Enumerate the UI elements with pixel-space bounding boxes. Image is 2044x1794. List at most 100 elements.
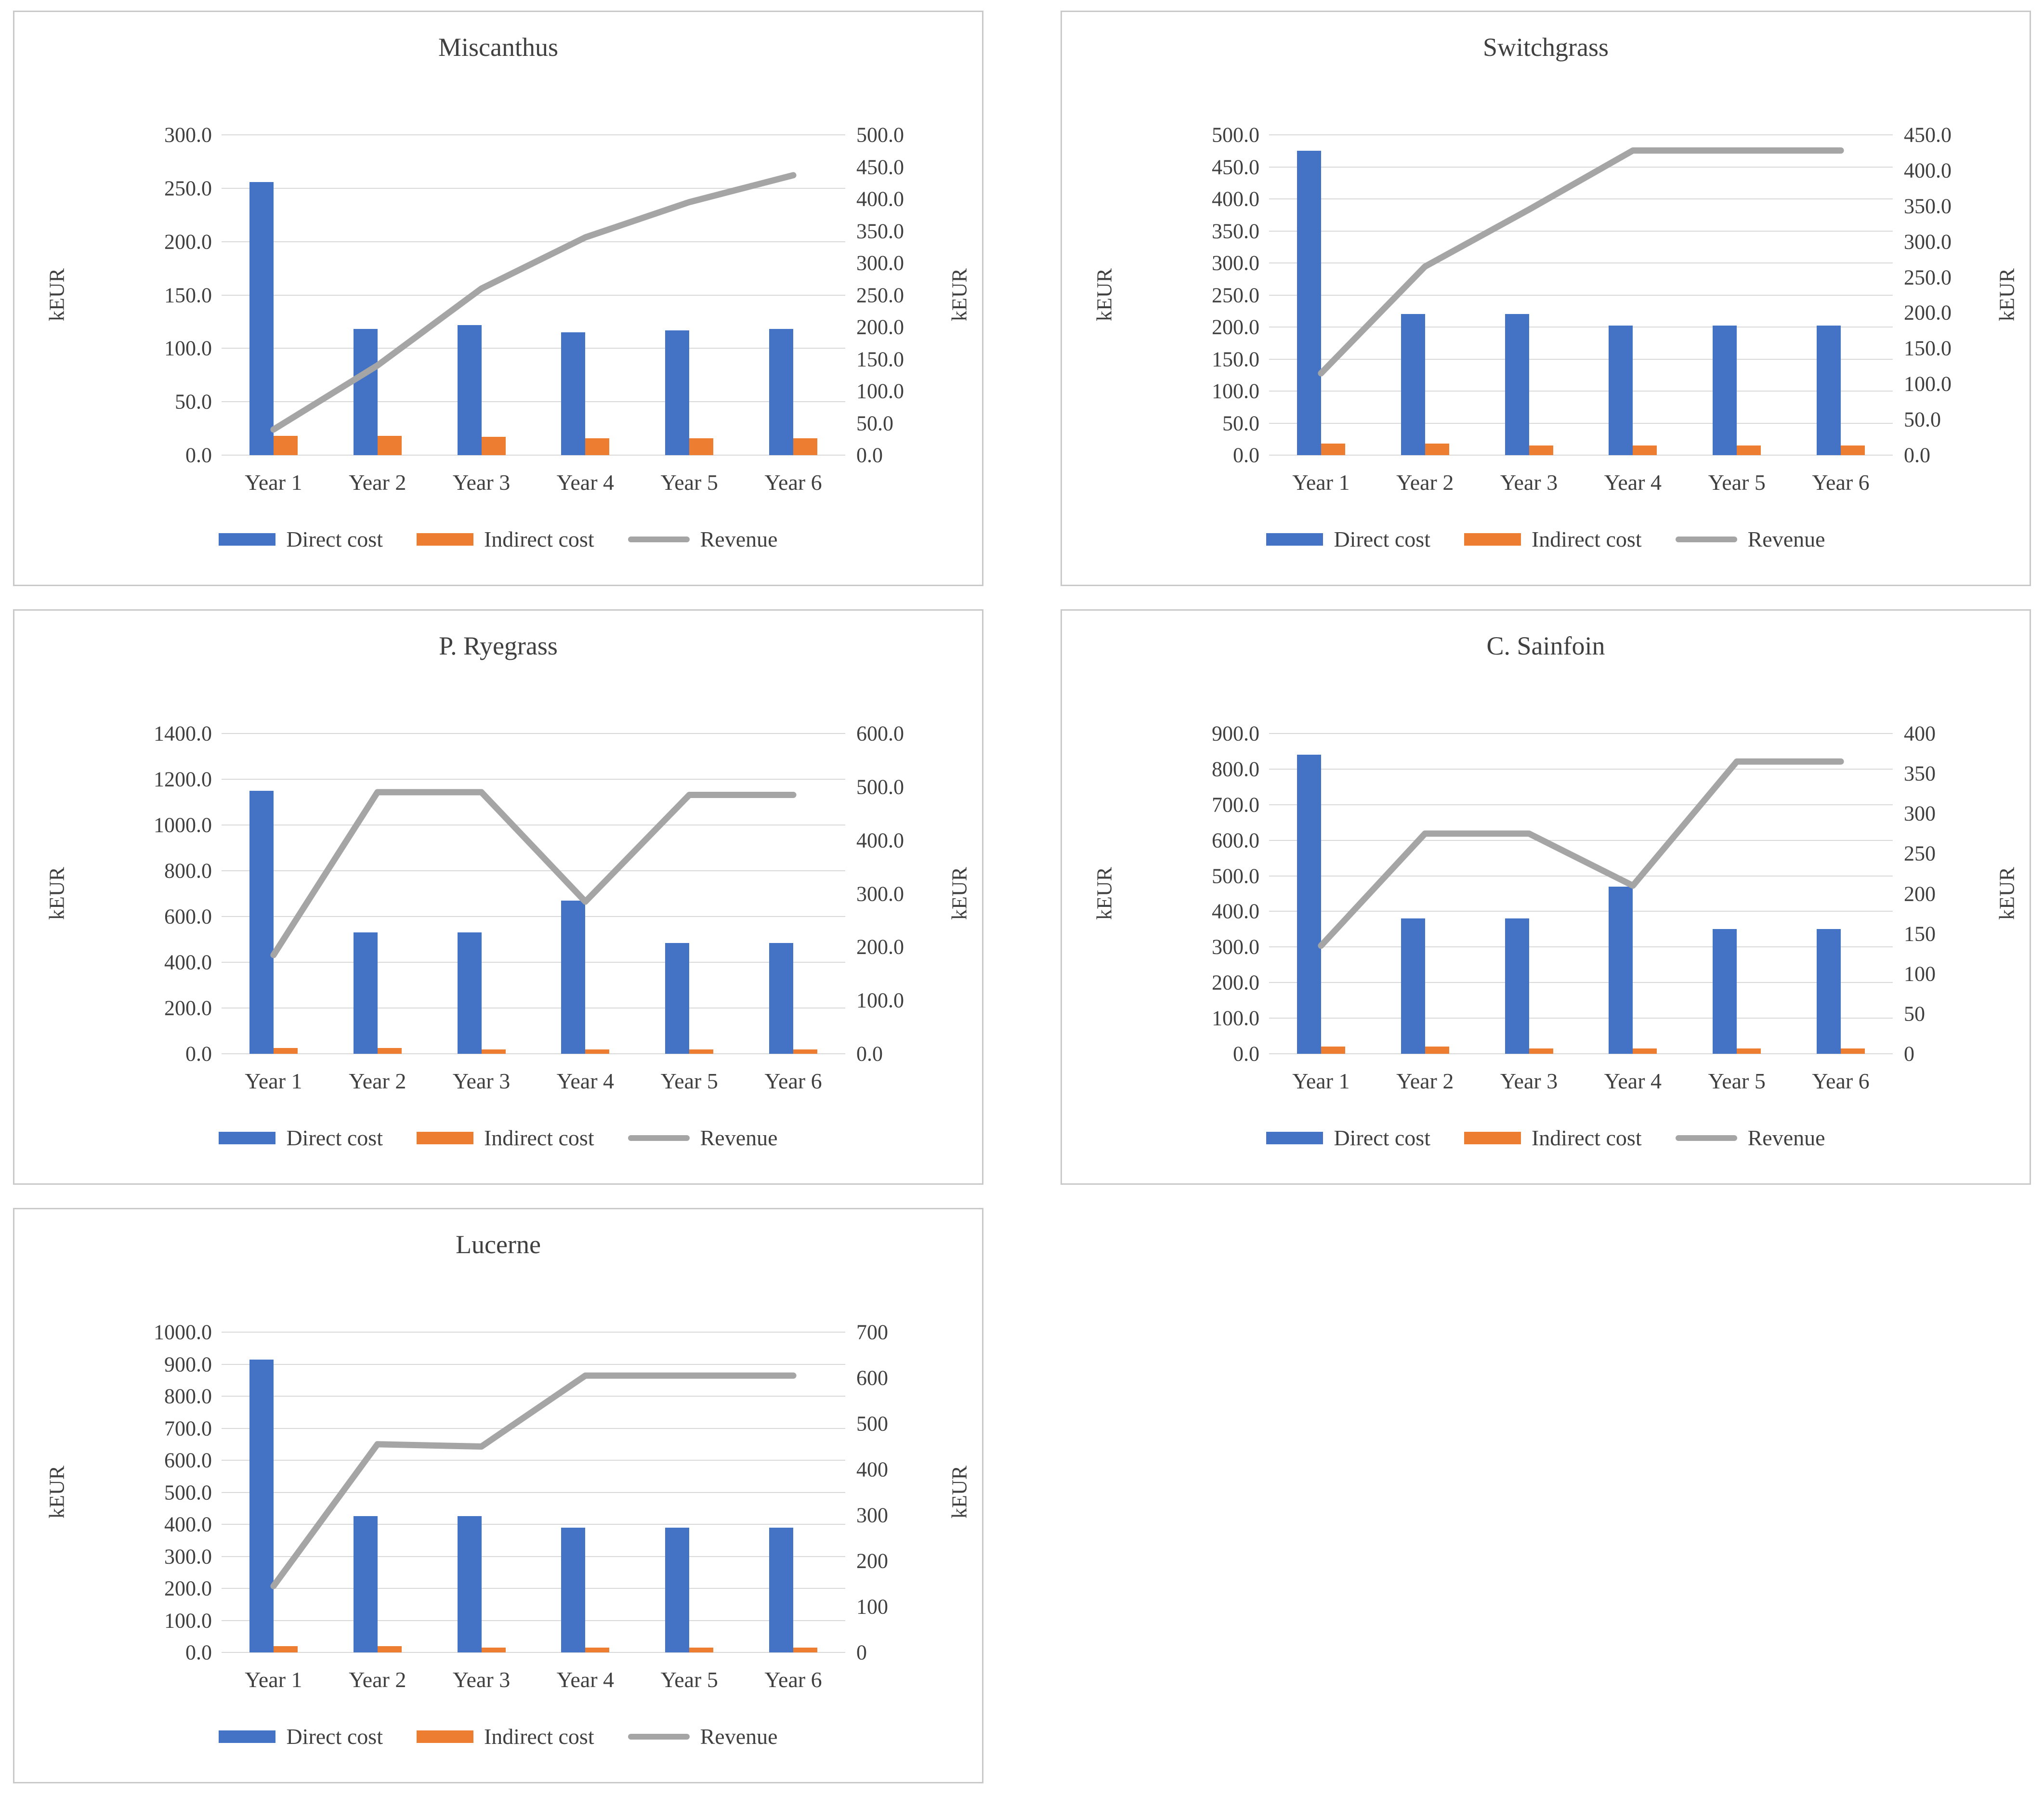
gridline bbox=[222, 870, 845, 871]
x-axis-label: Year 6 bbox=[764, 1069, 822, 1093]
plot-area bbox=[1269, 733, 1893, 1054]
x-axis-label: Year 3 bbox=[452, 1069, 511, 1093]
gridline bbox=[1269, 911, 1893, 912]
left-axis-tick-label: 1200.0 bbox=[154, 767, 212, 791]
left-axis-tick-label: 0.0 bbox=[185, 1042, 212, 1066]
legend-label-revenue: Revenue bbox=[700, 527, 778, 551]
left-axis-tick-label: 500.0 bbox=[164, 1480, 212, 1504]
legend-item-direct-cost: Direct cost bbox=[219, 1724, 383, 1749]
bar-series bbox=[222, 1332, 845, 1652]
right-axis-tick-labels: 0.0 100.0 200.0 300.0 400.0 500.0 600.0 bbox=[856, 722, 977, 1066]
direct-cost-bar bbox=[1817, 326, 1841, 455]
legend-item-direct-cost: Direct cost bbox=[219, 1125, 383, 1151]
gridline bbox=[222, 1620, 845, 1621]
right-axis-tick-label: 500.0 bbox=[856, 775, 904, 799]
right-axis-tick-label: 250 bbox=[1904, 841, 1936, 865]
indirect-cost-bar bbox=[793, 438, 818, 455]
left-axis-tick-label: 500.0 bbox=[1212, 123, 1259, 147]
left-axis-tick-label: 200.0 bbox=[164, 996, 212, 1020]
legend-item-direct-cost: Direct cost bbox=[1266, 1125, 1430, 1151]
direct-cost-bar bbox=[457, 1516, 482, 1652]
x-axis-label: Year 1 bbox=[245, 1667, 302, 1692]
legend-item-revenue: Revenue bbox=[628, 1724, 778, 1749]
gridline bbox=[222, 1588, 845, 1589]
x-axis-label: Year 1 bbox=[1292, 470, 1350, 495]
legend-label-indirect-cost: Indirect cost bbox=[484, 1126, 594, 1150]
x-axis-label: Year 6 bbox=[764, 470, 822, 495]
direct-cost-bar bbox=[665, 330, 690, 455]
indirect-cost-bar bbox=[1633, 1048, 1657, 1054]
indirect-cost-bar bbox=[377, 436, 402, 455]
indirect-cost-bar bbox=[689, 1049, 714, 1054]
left-axis-tick-label: 150.0 bbox=[1212, 347, 1259, 371]
left-axis-tick-label: 0.0 bbox=[185, 443, 212, 467]
direct-cost-bar bbox=[1505, 314, 1529, 455]
right-axis-tick-label: 400.0 bbox=[1904, 158, 1952, 183]
left-axis-tick-label: 100.0 bbox=[1212, 379, 1259, 403]
right-axis-tick-label: 200.0 bbox=[1904, 301, 1952, 325]
indirect-cost-bar bbox=[273, 1048, 298, 1054]
indirect-cost-bar bbox=[481, 1648, 506, 1652]
gridline bbox=[1269, 875, 1893, 877]
legend-label-revenue: Revenue bbox=[1747, 527, 1825, 551]
gridlines bbox=[222, 1332, 845, 1653]
left-axis-tick-label: 500.0 bbox=[1212, 864, 1259, 888]
x-axis-label: Year 4 bbox=[1604, 1069, 1662, 1093]
right-axis-tick-label: 350.0 bbox=[1904, 194, 1952, 218]
revenue-line-swatch-icon bbox=[628, 536, 690, 542]
left-axis-tick-label: 50.0 bbox=[1222, 411, 1259, 435]
left-axis-tick-label: 800.0 bbox=[1212, 757, 1259, 781]
gridline bbox=[222, 779, 845, 780]
indirect-cost-bar bbox=[1841, 1048, 1865, 1054]
direct-cost-swatch-icon bbox=[219, 533, 276, 546]
gridline bbox=[1269, 134, 1893, 135]
left-axis-tick-label: 0.0 bbox=[1233, 1042, 1259, 1066]
gridline bbox=[1269, 358, 1893, 360]
right-axis-tick-label: 150.0 bbox=[856, 347, 904, 371]
x-axis-label: Year 5 bbox=[1708, 470, 1766, 495]
gridline bbox=[222, 401, 845, 403]
left-axis-tick-label: 250.0 bbox=[164, 176, 212, 200]
chart-title: Switchgrass bbox=[1483, 33, 1609, 62]
legend-label-direct-cost: Direct cost bbox=[286, 1126, 383, 1150]
legend-item-revenue: Revenue bbox=[628, 1125, 778, 1151]
left-axis-tick-label: 600.0 bbox=[164, 1448, 212, 1472]
indirect-cost-swatch-icon bbox=[416, 1730, 473, 1743]
right-axis-tick-label: 100 bbox=[1904, 962, 1936, 986]
bar-group-year-2 bbox=[326, 733, 430, 1054]
direct-cost-bar bbox=[1713, 929, 1737, 1054]
x-axis-label: Year 6 bbox=[1812, 470, 1870, 495]
right-axis-tick-label: 0 bbox=[1904, 1042, 1914, 1066]
left-axis-tick-labels: 0.0 100.0 200.0 300.0 400.0 500.0 600.0 700.0 80… bbox=[1120, 722, 1259, 1066]
direct-cost-bar bbox=[353, 932, 378, 1054]
legend-item-direct-cost: Direct cost bbox=[1266, 526, 1430, 552]
legend-item-indirect-cost: Indirect cost bbox=[416, 1724, 594, 1749]
x-axis-label: Year 5 bbox=[660, 1069, 718, 1093]
revenue-line-swatch-icon bbox=[1675, 1135, 1737, 1141]
legend-label-revenue: Revenue bbox=[700, 1724, 778, 1749]
direct-cost-bar bbox=[249, 1359, 274, 1652]
chart-title: P. Ryegrass bbox=[439, 631, 558, 660]
left-axis-title: kEUR bbox=[45, 268, 69, 321]
legend-item-revenue: Revenue bbox=[628, 526, 778, 552]
left-axis-tick-label: 200.0 bbox=[164, 230, 212, 254]
bar-group-year-5 bbox=[1685, 135, 1789, 455]
indirect-cost-swatch-icon bbox=[1464, 533, 1521, 546]
legend-item-revenue: Revenue bbox=[1675, 526, 1825, 552]
x-axis-label: Year 4 bbox=[556, 1069, 615, 1093]
right-axis-tick-label: 400.0 bbox=[856, 187, 904, 211]
right-axis-tick-label: 200 bbox=[1904, 882, 1936, 905]
right-axis-tick-label: 250.0 bbox=[1904, 265, 1952, 289]
legend-item-indirect-cost: Indirect cost bbox=[1464, 526, 1642, 552]
gridline bbox=[222, 1427, 845, 1429]
gridlines bbox=[222, 733, 845, 1054]
indirect-cost-bar bbox=[585, 438, 610, 455]
plot-area bbox=[1269, 134, 1893, 456]
bar-group-year-2 bbox=[1373, 733, 1477, 1054]
gridline bbox=[222, 134, 845, 135]
bar-group-year-4 bbox=[533, 733, 637, 1054]
x-axis-label: Year 5 bbox=[660, 1667, 718, 1692]
direct-cost-bar bbox=[1609, 886, 1633, 1054]
left-axis-tick-label: 50.0 bbox=[175, 390, 212, 414]
gridline bbox=[222, 294, 845, 296]
